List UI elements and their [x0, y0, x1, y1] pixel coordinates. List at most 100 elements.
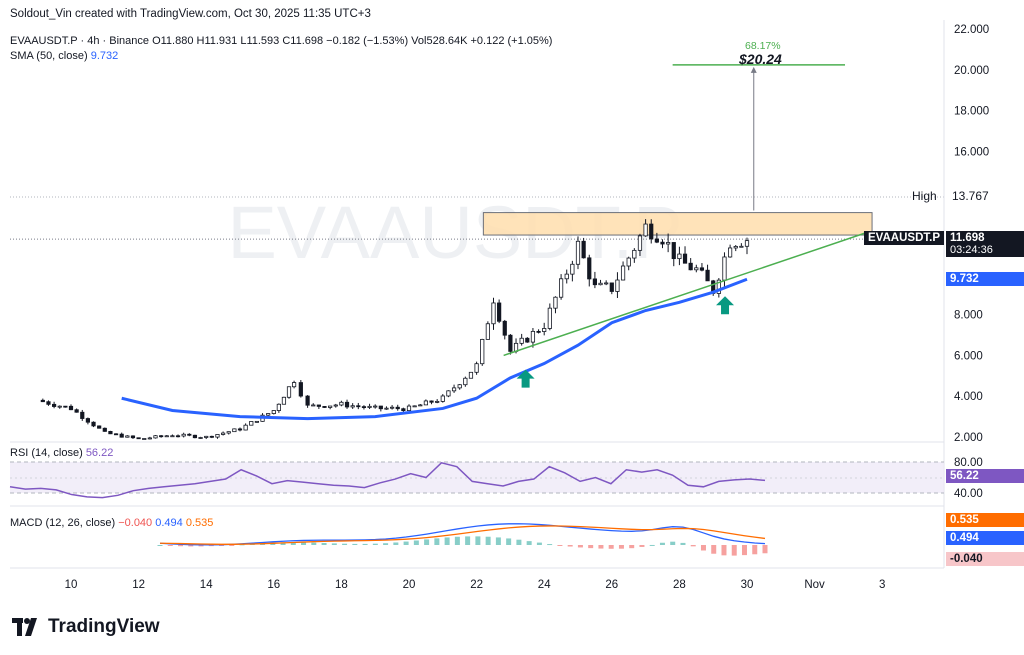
candle-body [91, 421, 96, 427]
macd-histogram-bar [229, 545, 235, 546]
symbol-title[interactable]: EVAAUSDT.P · 4h · Binance [10, 35, 149, 47]
time-tick-label: 16 [267, 579, 280, 591]
signal-line [159, 525, 766, 545]
candle-body [339, 401, 344, 406]
resistance-zone[interactable] [10, 196, 944, 240]
candle-body [226, 431, 231, 434]
macd-legend[interactable]: MACD (12, 26, close) −0.040 0.494 0.535 [10, 517, 213, 529]
candle-body [587, 257, 592, 280]
macd-histogram-bar [557, 545, 563, 546]
time-tick-label: 30 [741, 579, 754, 591]
rsi-value: 56.22 [85, 447, 114, 459]
candle-body [716, 279, 721, 294]
time-tick-label: 20 [403, 579, 416, 591]
candle-body [361, 406, 367, 409]
candle-body [344, 401, 350, 408]
candle-body [553, 296, 558, 309]
candle-body [468, 371, 474, 379]
candle-body [626, 257, 631, 267]
candle-body [356, 405, 361, 408]
candle-body [694, 267, 699, 271]
candle-body [592, 278, 598, 286]
macd-histogram-bar [372, 543, 378, 545]
macd-histogram-bar [424, 539, 430, 545]
candle-body [581, 240, 586, 259]
candle-body [497, 302, 502, 322]
tradingview-logo[interactable]: TradingView [12, 616, 160, 638]
candle-body [666, 242, 671, 245]
macd-histogram-bar [711, 545, 717, 554]
time-tick-label: 3 [879, 579, 885, 591]
macd-histogram-bar [752, 545, 758, 555]
candle-body [564, 273, 569, 280]
candle-body [609, 282, 614, 292]
candle-body [389, 406, 395, 409]
candle-body [102, 427, 107, 432]
macd-histogram-bar [536, 542, 542, 545]
candle-body [677, 253, 682, 260]
candle-body [187, 433, 192, 436]
target-measure[interactable] [672, 64, 846, 211]
rsi-tick-label: 80.00 [954, 457, 983, 469]
macd-signal-value: 0.535 [185, 517, 214, 529]
macd-histogram-bar [598, 545, 604, 549]
candle-body [85, 418, 90, 423]
candle-body [108, 430, 113, 435]
macd-histogram-bar [588, 545, 594, 549]
sma-legend[interactable]: SMA (50, close) 9.732 [10, 50, 118, 62]
candle-body [451, 387, 457, 392]
time-tick-label: 14 [200, 579, 213, 591]
macd-histogram-bar [465, 536, 471, 545]
candle-body [215, 434, 220, 438]
candle-body [57, 405, 62, 408]
candle-body [243, 424, 248, 431]
candle-body [164, 435, 169, 438]
macd-histogram-bar [393, 542, 399, 545]
candle-body [688, 262, 693, 271]
candle-body [181, 433, 186, 437]
candle-body [63, 405, 68, 408]
candle-body [266, 413, 271, 416]
time-tick-label: 12 [132, 579, 145, 591]
rsi-tag: 56.22 [946, 469, 1024, 483]
candle-body [705, 269, 710, 282]
candle-body [632, 249, 637, 259]
support-trendline[interactable] [503, 232, 866, 357]
candle-body [291, 382, 297, 388]
candle-body [204, 435, 209, 438]
last-price: 11.698 [950, 232, 985, 244]
volume-value: Vol528.64K +0.122 (+1.05%) [411, 35, 553, 47]
price-tick-label: 8.000 [954, 310, 983, 322]
price-tick-label: 18.000 [954, 106, 989, 118]
candle-body [254, 420, 259, 423]
sma-line [121, 277, 748, 421]
macd-histogram-bar [403, 541, 409, 545]
macd-histogram-bar [331, 543, 337, 545]
attribution: Soldout_Vin created with TradingView.com… [10, 8, 371, 20]
candle-body [570, 263, 575, 275]
candle-body [491, 302, 496, 325]
rsi-label: RSI (14, close) [10, 447, 83, 459]
macd-histogram-bar [311, 542, 317, 545]
candle-body [643, 223, 648, 237]
candle-body [739, 245, 744, 248]
candle-body [333, 404, 338, 407]
macd-histogram-bar [208, 545, 214, 547]
resistance-box [482, 212, 873, 236]
candle-body [170, 435, 175, 438]
candle-body [559, 278, 564, 298]
time-axis[interactable]: 10 12 14 16 18 20 22 24 26 28 30 Nov 3 [65, 579, 886, 591]
macd-histogram-bar [188, 545, 194, 547]
time-tick-label: 24 [538, 579, 551, 591]
sma-path [121, 277, 748, 421]
macd-histogram-bar [680, 542, 686, 545]
rsi-path [9, 461, 766, 499]
price-axis[interactable]: 22.000 20.000 18.000 16.000 8.000 6.000 4.000 2… [954, 24, 989, 500]
time-tick-label: 26 [605, 579, 618, 591]
candle-body [502, 320, 507, 336]
candle-body [159, 435, 164, 438]
rsi-legend[interactable]: RSI (14, close) 56.22 [10, 447, 113, 459]
candle-body [350, 405, 355, 408]
candle-body [547, 307, 552, 329]
